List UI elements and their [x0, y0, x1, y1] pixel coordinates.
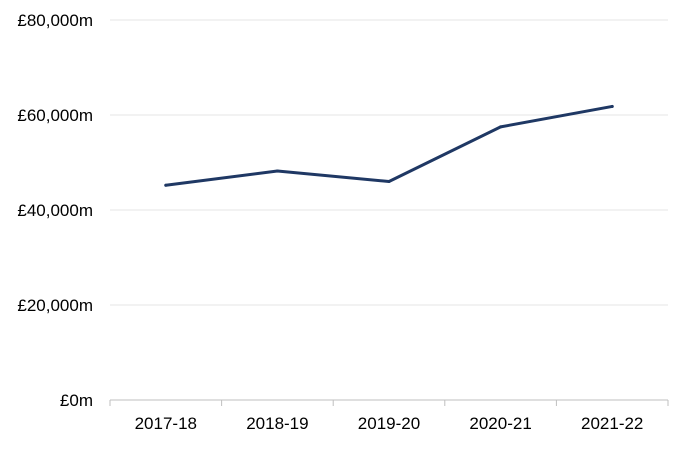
data-point: [387, 180, 391, 183]
x-tick-label: 2019-20: [358, 414, 420, 433]
y-tick-label: £0m: [60, 391, 93, 410]
data-point: [164, 183, 168, 187]
x-tick-label: 2021-22: [581, 414, 643, 433]
x-axis: [109, 399, 669, 406]
x-axis-tick-labels: 2017-18 2018-19 2019-20 2020-21 2021-22: [135, 414, 644, 433]
y-tick-label: £40,000m: [17, 201, 93, 220]
gridlines: [110, 19, 668, 306]
y-axis-tick-labels: £0m £20,000m £40,000m £60,000m £80,000m: [17, 11, 93, 410]
x-tick-label: 2018-19: [246, 414, 308, 433]
x-tick-label: 2017-18: [135, 414, 197, 433]
y-tick-label: £20,000m: [17, 296, 93, 315]
y-tick-label: £80,000m: [17, 11, 93, 30]
x-tick-label: 2020-21: [469, 414, 531, 433]
y-tick-label: £60,000m: [17, 106, 93, 125]
data-point: [499, 125, 503, 129]
data-point: [610, 104, 614, 108]
data-point: [275, 169, 279, 173]
series-line: [164, 104, 614, 187]
series-lines: [164, 104, 614, 187]
